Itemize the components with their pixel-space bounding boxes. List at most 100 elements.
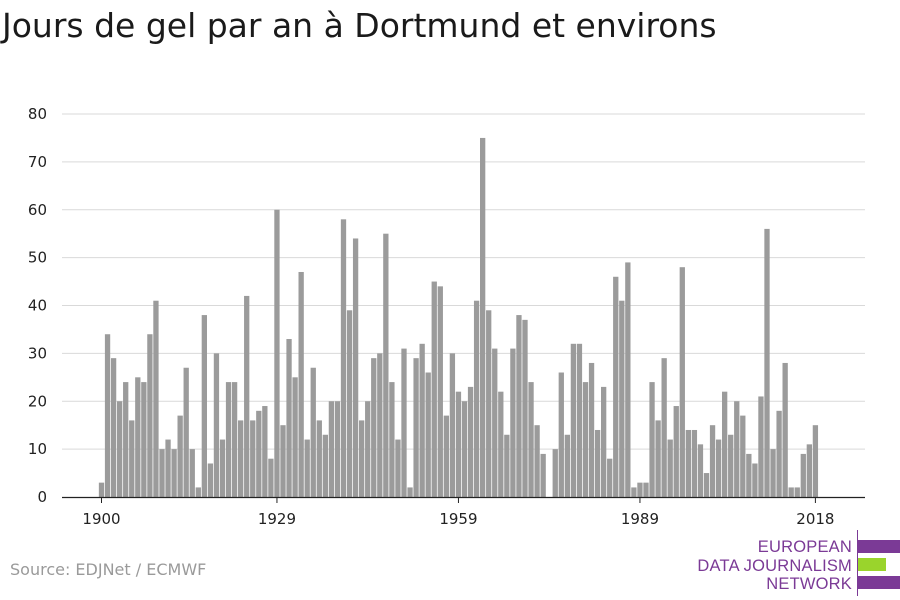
bar-1950 xyxy=(401,348,407,497)
bar-1953 xyxy=(419,343,425,497)
bar-1917 xyxy=(201,315,207,497)
bar-1909 xyxy=(153,300,159,497)
bar-1923 xyxy=(238,420,244,497)
bar-1962 xyxy=(473,300,480,497)
y-tick-label-30: 30 xyxy=(28,344,47,362)
bar-1943 xyxy=(359,420,365,497)
bar-1993 xyxy=(661,358,667,497)
y-tick-label-60: 60 xyxy=(28,201,47,219)
bar-2004 xyxy=(728,434,734,497)
bar-1959 xyxy=(455,391,462,497)
bar-1906 xyxy=(135,377,141,497)
x-tick-label-1959: 1959 xyxy=(439,510,477,528)
bar-1945 xyxy=(371,358,377,497)
bar-1933 xyxy=(298,271,304,497)
bar-1991 xyxy=(649,382,655,497)
bar-1954 xyxy=(425,372,431,497)
x-tick-labels: 1900 1929 1959 1989 2018 xyxy=(82,510,834,528)
bar-2010 xyxy=(764,228,770,497)
bar-1915 xyxy=(189,449,195,498)
bar-1971 xyxy=(528,382,534,497)
bar-1929 xyxy=(274,209,280,497)
bar-1944 xyxy=(365,401,371,497)
bar-2015 xyxy=(794,487,800,497)
bar-2017 xyxy=(806,444,812,497)
bar-1979 xyxy=(576,343,583,497)
x-tick-label-1900: 1900 xyxy=(82,510,120,528)
bar-2016 xyxy=(800,453,806,497)
bar-1948 xyxy=(389,382,395,497)
bar-1931 xyxy=(286,339,292,497)
bar-1970 xyxy=(522,319,528,497)
bar-2003 xyxy=(722,391,728,497)
y-tick-label-50: 50 xyxy=(28,249,47,267)
bar-1978 xyxy=(570,343,577,497)
bar-1961 xyxy=(467,386,474,497)
bar-1935 xyxy=(310,367,316,497)
bar-2007 xyxy=(746,453,752,497)
bar-1905 xyxy=(129,420,135,497)
bar-1998 xyxy=(691,429,698,497)
bar-1912 xyxy=(171,449,177,498)
bar-1983 xyxy=(601,386,607,497)
bar-1960 xyxy=(461,401,468,497)
bar-1932 xyxy=(292,377,298,497)
bar-1967 xyxy=(504,434,510,497)
bar-1997 xyxy=(685,429,691,497)
bar-1984 xyxy=(607,458,613,497)
bar-1975 xyxy=(552,449,558,498)
x-tick-label-1929: 1929 xyxy=(258,510,296,528)
bar-1957 xyxy=(443,415,449,497)
bar-1963 xyxy=(480,137,486,497)
bar-1999 xyxy=(697,444,704,497)
bar-1940 xyxy=(340,219,347,497)
bar-1982 xyxy=(594,429,601,497)
bar-1995 xyxy=(673,406,679,497)
bar-2011 xyxy=(770,449,776,498)
bar-1947 xyxy=(383,233,389,497)
chart-title: Jours de gel par an à Dortmund et enviro… xyxy=(2,6,717,45)
x-axis xyxy=(62,496,865,503)
bar-1920 xyxy=(219,439,226,497)
bar-1936 xyxy=(316,420,322,497)
bar-1972 xyxy=(534,425,540,497)
gridlines xyxy=(62,113,865,450)
bar-2005 xyxy=(734,401,740,497)
bar-1934 xyxy=(304,439,310,497)
bar-2009 xyxy=(758,396,764,497)
bar-1941 xyxy=(346,310,353,497)
logo-text: EUROPEAN DATA JOURNALISM NETWORK xyxy=(697,538,852,594)
bar-1904 xyxy=(123,382,129,497)
bar-1919 xyxy=(213,353,220,498)
bar-1902 xyxy=(110,358,117,497)
bar-1955 xyxy=(431,281,437,497)
bar-2006 xyxy=(740,415,746,497)
logo-bar-green xyxy=(858,558,886,571)
bar-1911 xyxy=(165,439,171,497)
bar-1992 xyxy=(655,420,661,497)
bar-1951 xyxy=(407,487,413,497)
bar-1985 xyxy=(613,276,619,497)
edjnet-logo: EUROPEAN DATA JOURNALISM NETWORK xyxy=(697,530,900,596)
bars xyxy=(98,137,819,498)
bar-1938 xyxy=(328,401,335,497)
bar-1977 xyxy=(564,434,570,497)
bar-1908 xyxy=(147,334,153,497)
bar-1996 xyxy=(679,267,685,497)
bar-1926 xyxy=(256,410,262,497)
x-tick-label-1989: 1989 xyxy=(621,510,659,528)
y-tick-label-70: 70 xyxy=(28,153,47,171)
bar-1910 xyxy=(159,449,165,498)
bar-1916 xyxy=(195,487,201,497)
bar-1918 xyxy=(207,463,214,497)
bar-1942 xyxy=(352,238,359,497)
y-tick-labels: 0 10 20 30 40 50 60 70 80 xyxy=(28,105,47,506)
bar-1986 xyxy=(619,300,625,497)
bar-1981 xyxy=(588,362,595,497)
bar-1939 xyxy=(334,401,341,497)
bar-1966 xyxy=(498,391,504,497)
bar-2008 xyxy=(752,463,758,497)
bar-1965 xyxy=(492,348,498,497)
logo-bar-purple-top xyxy=(858,540,900,553)
